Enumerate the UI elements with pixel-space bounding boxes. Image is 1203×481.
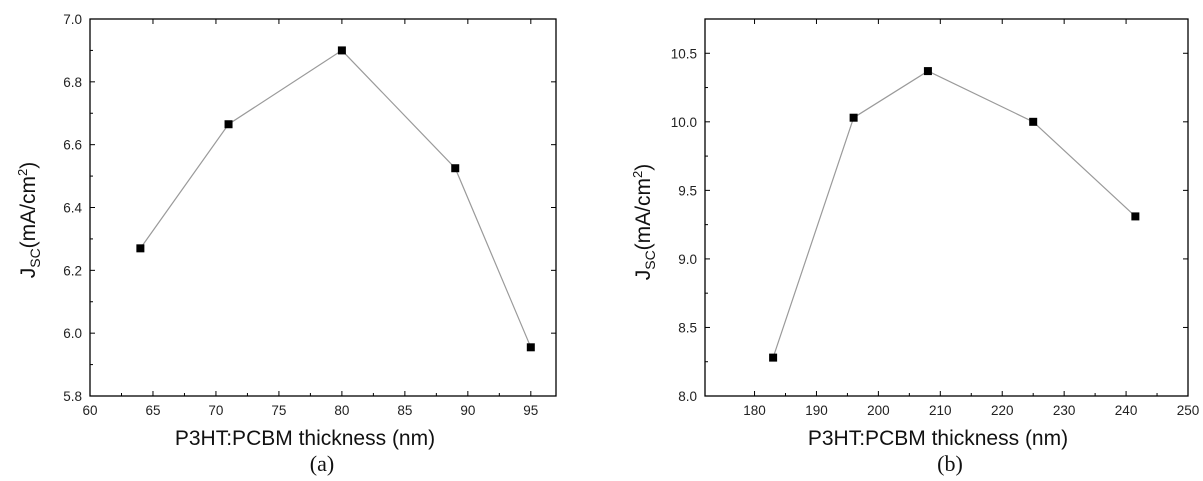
y-tick-label: 9.5 [678,183,697,198]
y-tick-label: 8.0 [678,389,697,404]
y-axis-title: JSC(mA/cm2) [630,164,658,281]
plot-frame [704,18,1189,397]
x-tick-label: 65 [145,403,160,418]
y-tick-label: 8.5 [678,320,697,335]
data-point [769,353,778,362]
x-tick-label: 200 [867,403,890,418]
x-tick-label: 190 [805,403,828,418]
data-point [1131,212,1140,221]
data-point [923,67,932,76]
y-tick-label: 6.2 [63,263,82,278]
y-tick-label: 7.0 [63,12,82,27]
x-axis-title: P3HT:PCBM thickness (nm) [175,427,435,450]
plot-frame [89,18,557,397]
data-point [136,244,145,253]
data-point [1029,117,1038,126]
series-line [139,49,532,348]
x-tick-label: 240 [1115,403,1138,418]
x-tick-label: 95 [523,403,538,418]
panel-label: (b) [937,451,963,476]
panel-label: (a) [310,451,334,476]
x-tick-label: 75 [271,403,286,418]
y-title-symbol: J [17,268,40,279]
chart-panel-a: 60 65 70 75 80 85 90 95 5.8 6.0 6.2 6.4 6.6 6.8 7.0 P3H… [15,12,557,476]
data-point [451,164,460,173]
y-title-unit: (mA/cm [17,176,40,248]
y-title-superscript: 2 [15,169,30,176]
x-tick-label: 70 [208,403,223,418]
x-tick-label: 220 [991,403,1014,418]
y-title-subscript: SC [642,250,658,269]
y-tick-label: 10.5 [671,46,697,61]
y-tick-label: 6.6 [63,138,82,153]
data-point [849,113,858,122]
x-tick-label: 250 [1177,403,1200,418]
y-title-subscript: SC [27,248,43,267]
chart-panel-b: 180 190 200 210 220 230 240 250 8.0 8.5 9.0 9.5 10.0… [630,18,1200,476]
x-axis-title: P3HT:PCBM thickness (nm) [808,427,1068,450]
y-tick-label: 6.4 [63,201,82,216]
y-title-superscript: 2 [630,171,645,178]
y-title-unit-close: ) [632,164,655,171]
y-tick-label: 6.8 [63,75,82,90]
x-tick-label: 90 [460,403,475,418]
series-line [772,70,1136,358]
data-point [526,343,535,352]
x-tick-label: 60 [82,403,97,418]
x-tick-label: 230 [1053,403,1076,418]
y-title-symbol: J [632,270,655,281]
y-tick-label: 6.0 [63,326,82,341]
y-tick-label: 10.0 [671,115,697,130]
y-title-unit: (mA/cm [632,178,655,250]
data-point [224,120,233,129]
x-tick-label: 210 [929,403,952,418]
x-tick-label: 85 [397,403,412,418]
y-axis-title: JSC(mA/cm2) [15,162,43,279]
data-point [337,46,346,55]
x-tick-label: 80 [334,403,349,418]
y-tick-label: 5.8 [63,389,82,404]
x-tick-label: 180 [743,403,766,418]
y-tick-label: 9.0 [678,252,697,267]
y-title-unit-close: ) [17,162,40,169]
